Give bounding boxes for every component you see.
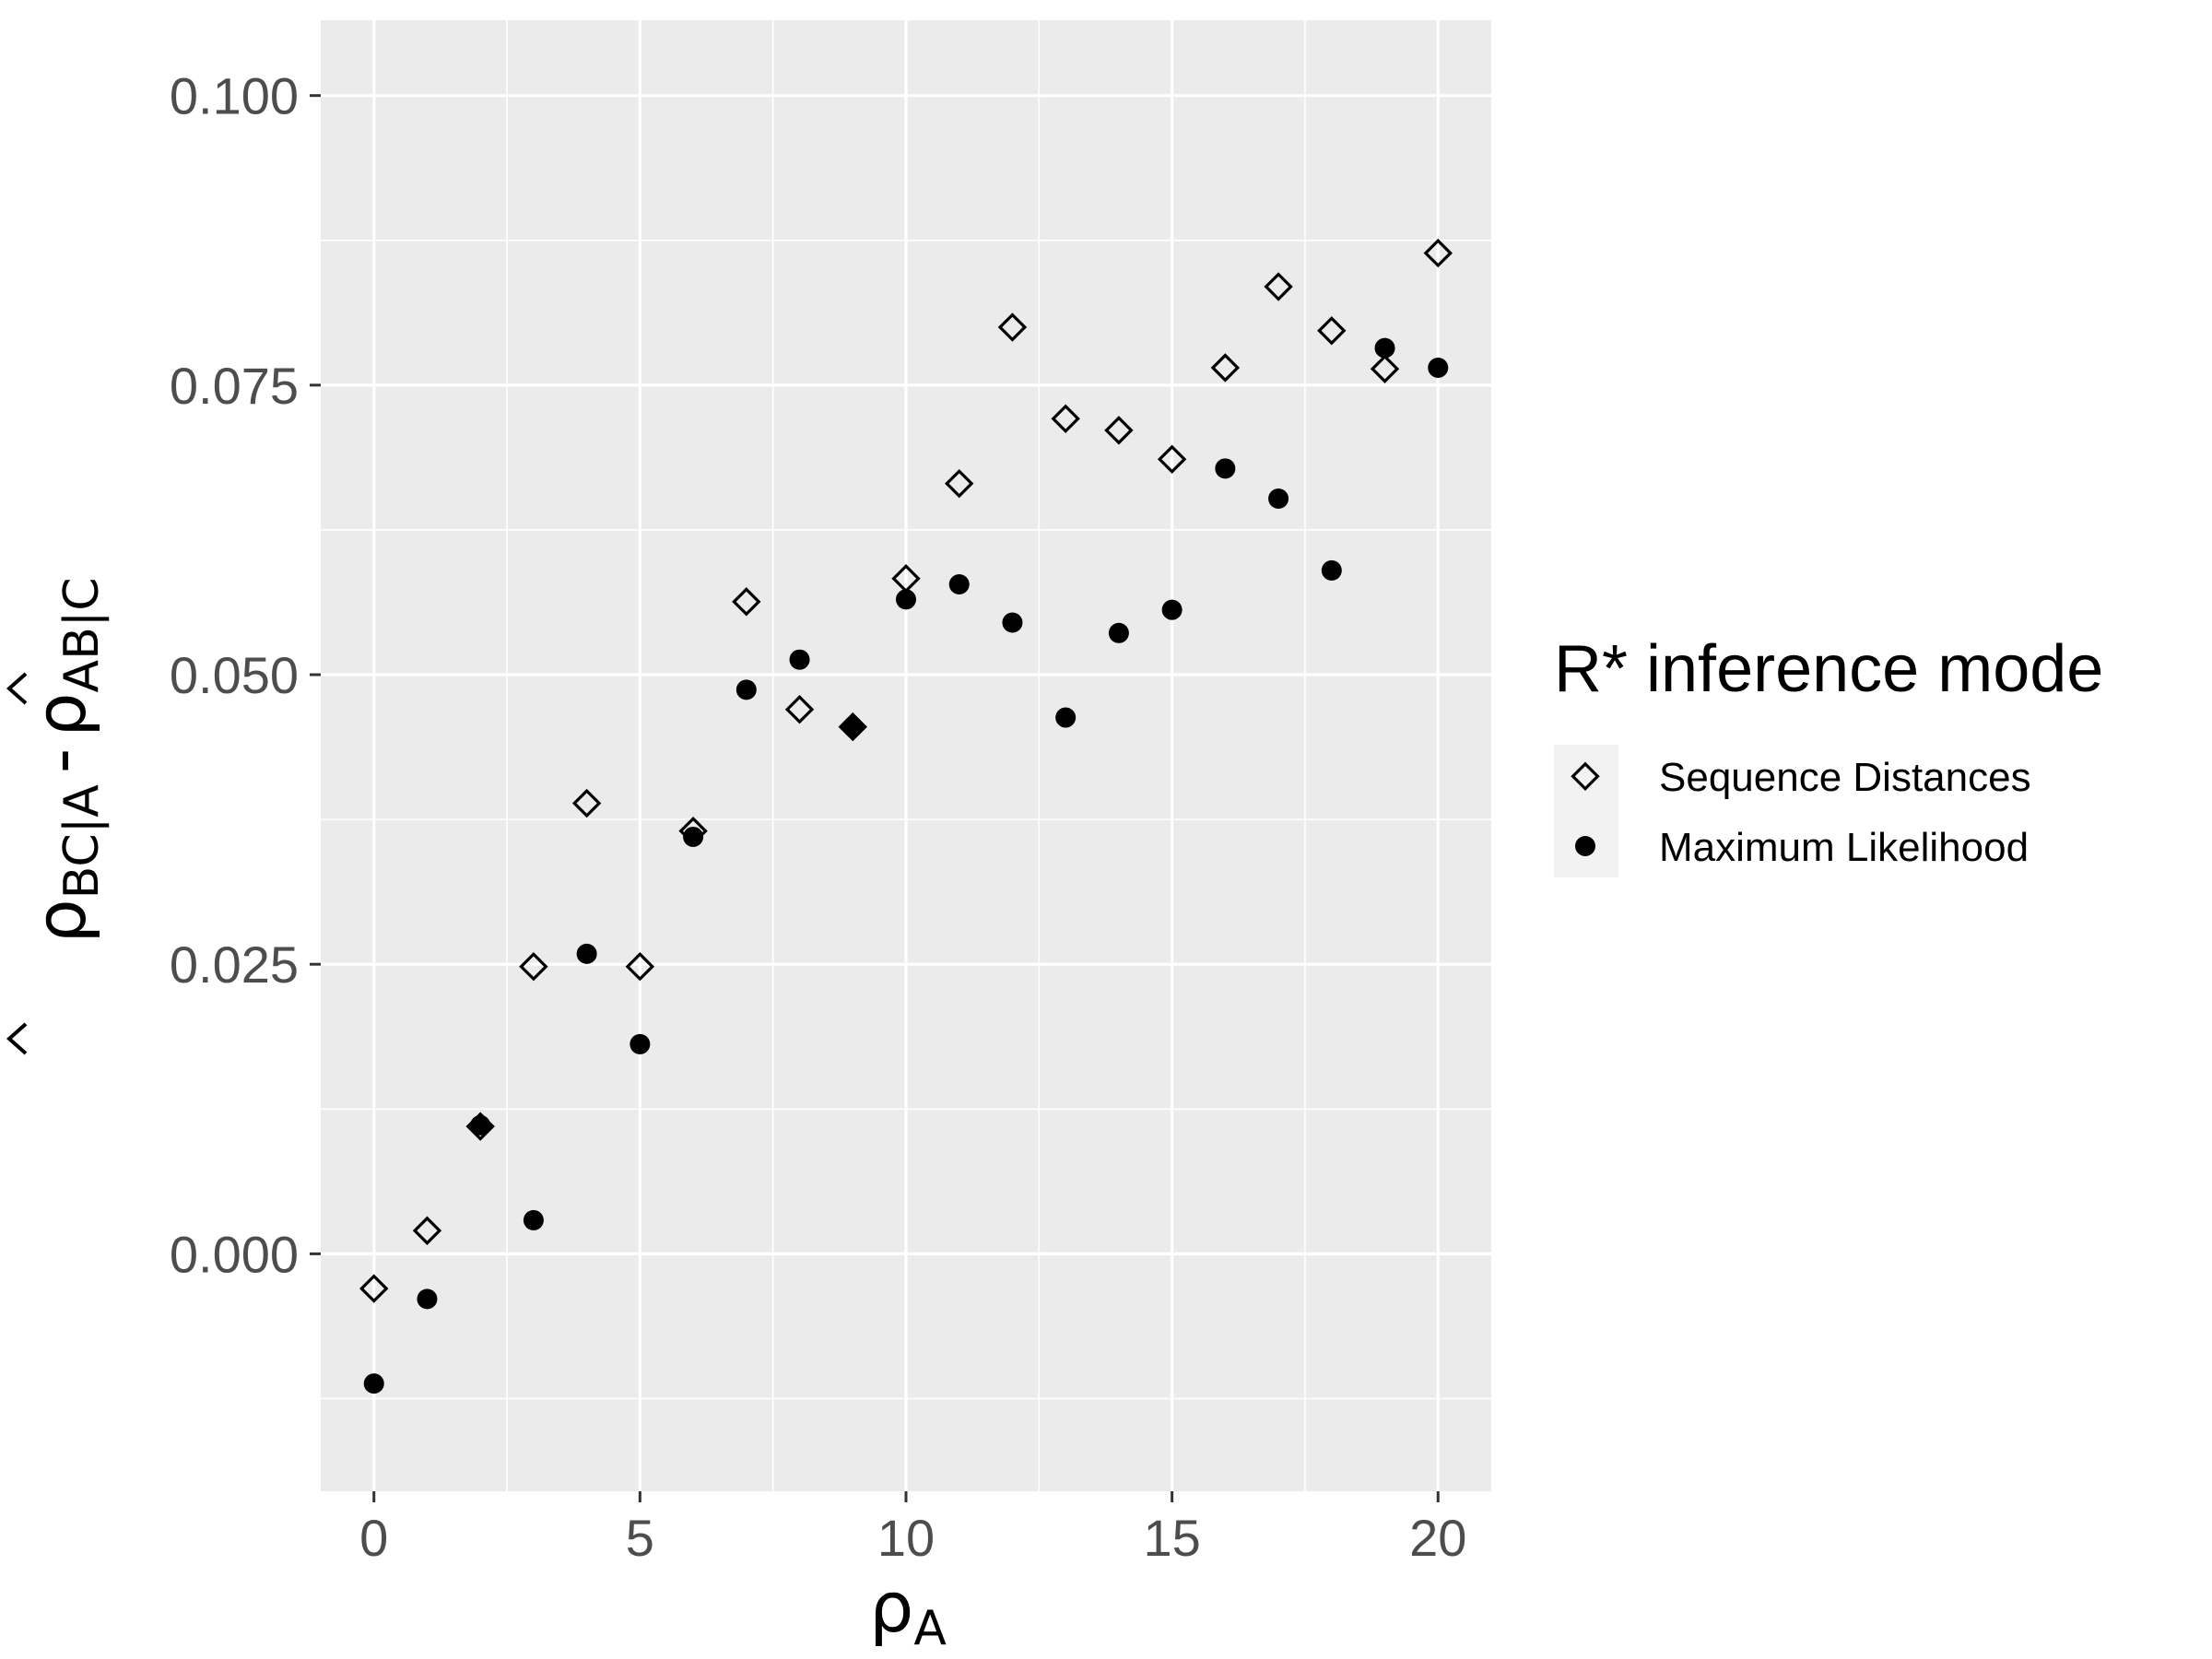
point-maximum-likelihood <box>363 1373 384 1394</box>
legend-title: R* inference mode <box>1554 632 2103 706</box>
major-grid <box>321 20 1491 1491</box>
point-sequence-distances <box>625 952 655 982</box>
point-maximum-likelihood <box>948 574 970 595</box>
point-maximum-likelihood <box>470 1114 491 1135</box>
point-maximum-likelihood <box>896 589 916 610</box>
y-axis-title-term1-sub: BC|A <box>54 784 110 900</box>
point-maximum-likelihood <box>1055 707 1077 728</box>
legend: R* inference mode Sequence Distances Max… <box>1554 632 2103 877</box>
point-sequence-distances <box>784 695 815 724</box>
x-tick-label: 5 <box>626 1509 654 1567</box>
point-sequence-distances <box>945 468 974 499</box>
point-sequence-distances <box>997 312 1028 342</box>
point-maximum-likelihood <box>1268 488 1289 510</box>
y-axis-title-term2-base: ρ <box>19 692 101 736</box>
point-maximum-likelihood <box>1321 559 1342 581</box>
point-sequence-distances <box>1264 272 1293 301</box>
point-sequence-distances <box>891 564 921 594</box>
point-sequence-distances <box>1317 316 1347 346</box>
y-axis-title-operator: - <box>19 748 101 773</box>
point-sequence-distances <box>1051 404 1080 434</box>
y-tick-label: 0.000 <box>170 1225 299 1283</box>
point-sequence-distances <box>519 952 548 982</box>
y-axis-title-term1-base: ρ <box>19 899 101 943</box>
point-sequence-distances <box>359 1274 389 1303</box>
y-tick-label: 0.100 <box>170 67 299 125</box>
x-tick-label: 15 <box>1143 1509 1200 1567</box>
point-maximum-likelihood <box>789 649 810 670</box>
point-maximum-likelihood <box>735 679 757 700</box>
data-points <box>359 238 1453 1394</box>
x-tick-label: 0 <box>359 1509 388 1567</box>
y-tick-label: 0.025 <box>170 935 299 994</box>
point-maximum-likelihood <box>417 1288 438 1310</box>
point-sequence-distances <box>571 788 602 818</box>
point-maximum-likelihood <box>1108 622 1129 643</box>
x-tick-label: 20 <box>1409 1509 1466 1567</box>
legend-label-sequence-distances: Sequence Distances <box>1659 755 2031 800</box>
point-sequence-distances <box>1423 238 1453 268</box>
legend-key-sequence-distances <box>1571 761 1600 791</box>
point-maximum-likelihood <box>683 826 704 847</box>
point-maximum-likelihood <box>1161 599 1182 620</box>
x-axis-title-base: ρ <box>869 1566 913 1648</box>
point-sequence-distances <box>1104 416 1134 445</box>
point-maximum-likelihood <box>1374 337 1395 359</box>
point-sequence-distances <box>732 587 761 617</box>
x-axis-title: ρA <box>869 1566 947 1656</box>
x-axis-title-sub: A <box>913 1601 947 1656</box>
y-tick-label: 0.050 <box>170 646 299 704</box>
point-maximum-likelihood <box>629 1033 651 1054</box>
point-maximum-likelihood <box>576 943 597 964</box>
y-axis-title-hat-1 <box>6 1022 28 1055</box>
point-maximum-likelihood <box>1428 358 1449 379</box>
legend-label-maximum-likelihood: Maximum Likelihood <box>1659 825 2029 870</box>
point-maximum-likelihood <box>842 716 864 737</box>
y-tick-label: 0.075 <box>170 357 299 415</box>
x-tick-label: 10 <box>877 1509 935 1567</box>
point-sequence-distances <box>1157 444 1187 474</box>
y-axis-title-term2-sub: AB|C <box>54 577 110 692</box>
point-sequence-distances <box>1210 353 1241 382</box>
y-axis-title: ρBC|A-ρAB|C <box>19 577 110 943</box>
series-maximum-likelihood <box>363 337 1449 1394</box>
x-tick-labels: 0 5 10 15 20 <box>359 1509 1466 1567</box>
point-sequence-distances <box>1370 354 1400 383</box>
legend-key-maximum-likelihood <box>1575 836 1595 856</box>
point-maximum-likelihood <box>1215 458 1236 479</box>
point-maximum-likelihood <box>1002 612 1023 633</box>
point-maximum-likelihood <box>523 1209 544 1230</box>
y-tick-labels: 0.000 0.025 0.050 0.075 0.100 <box>170 67 299 1284</box>
point-sequence-distances <box>412 1216 442 1245</box>
y-axis-title-hat-2 <box>6 672 28 705</box>
axis-ticks <box>310 94 1440 1502</box>
